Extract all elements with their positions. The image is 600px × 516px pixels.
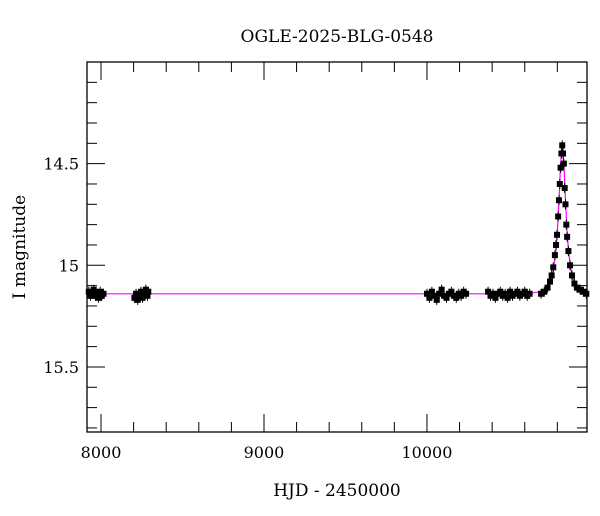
y-axis-label: I magnitude	[10, 195, 30, 299]
data-point	[562, 201, 569, 208]
data-point	[438, 286, 445, 293]
data-point	[564, 233, 571, 240]
data-point	[556, 180, 563, 187]
data-point	[136, 292, 143, 299]
data-point	[573, 284, 580, 291]
data-point	[514, 288, 521, 295]
data-point	[502, 290, 509, 297]
data-point	[521, 288, 528, 295]
model-curve	[87, 145, 588, 295]
data-point	[431, 292, 438, 299]
data-point	[561, 185, 568, 192]
data-point	[557, 164, 564, 171]
data-point	[560, 150, 567, 157]
data-point	[548, 272, 555, 279]
data-point	[139, 294, 146, 301]
data-point	[577, 286, 584, 293]
data-point	[559, 142, 566, 149]
y-tick-label: 14.5	[43, 155, 79, 174]
data-point	[553, 241, 560, 248]
x-tick-label: 9000	[244, 443, 285, 462]
data-point	[93, 290, 100, 297]
data-point	[492, 294, 499, 301]
data-point	[507, 288, 514, 295]
x-tick-label: 10000	[402, 443, 453, 462]
model-curve-group	[87, 145, 588, 295]
data-point	[550, 264, 557, 271]
data-point	[565, 248, 572, 255]
data-point	[560, 160, 567, 167]
data-point	[131, 294, 138, 301]
data-point	[485, 288, 492, 295]
data-point	[551, 252, 558, 259]
x-axis-label: HJD - 2450000	[273, 481, 401, 501]
data-point	[89, 290, 96, 297]
data-point	[555, 197, 562, 204]
data-point	[526, 290, 533, 297]
y-tick-label: 15.5	[43, 358, 79, 377]
data-point	[428, 288, 435, 295]
data-point	[85, 288, 92, 295]
data-point	[443, 294, 450, 301]
axis-ticks	[87, 62, 587, 432]
data-point	[95, 294, 102, 301]
data-point	[133, 290, 140, 297]
data-point	[453, 294, 460, 301]
data-point	[448, 288, 455, 295]
data-point	[583, 290, 590, 297]
data-point	[541, 288, 548, 295]
data-point	[571, 280, 578, 287]
data-point	[504, 294, 511, 301]
data-point	[567, 262, 574, 269]
data-point	[423, 290, 430, 297]
data-point	[569, 272, 576, 279]
data-point	[433, 296, 440, 303]
data-point	[538, 290, 545, 297]
plot-frame	[86, 61, 588, 433]
data-point	[463, 290, 470, 297]
data-point	[141, 290, 148, 297]
data-point	[547, 278, 554, 285]
y-tick-label: 15	[59, 256, 79, 275]
data-point	[544, 284, 551, 291]
data-point	[555, 213, 562, 220]
data-point	[134, 296, 141, 303]
data-point	[100, 290, 107, 297]
tick-labels: 8000 9000 10000 14.5 15 15.5	[43, 155, 452, 462]
data-point	[458, 292, 465, 299]
data-point	[489, 290, 496, 297]
data-point	[497, 288, 504, 295]
data-point	[554, 231, 561, 238]
data-point	[144, 292, 151, 299]
data-point	[563, 221, 570, 228]
data-point	[90, 286, 97, 293]
x-tick-label: 8000	[81, 443, 122, 462]
data-point	[137, 288, 144, 295]
chart-title: OGLE-2025-BLG-0548	[241, 27, 434, 47]
data-point	[426, 294, 433, 301]
data-point	[436, 290, 443, 297]
data-point	[97, 288, 104, 295]
data-points-group	[85, 140, 590, 305]
data-point	[145, 288, 152, 295]
